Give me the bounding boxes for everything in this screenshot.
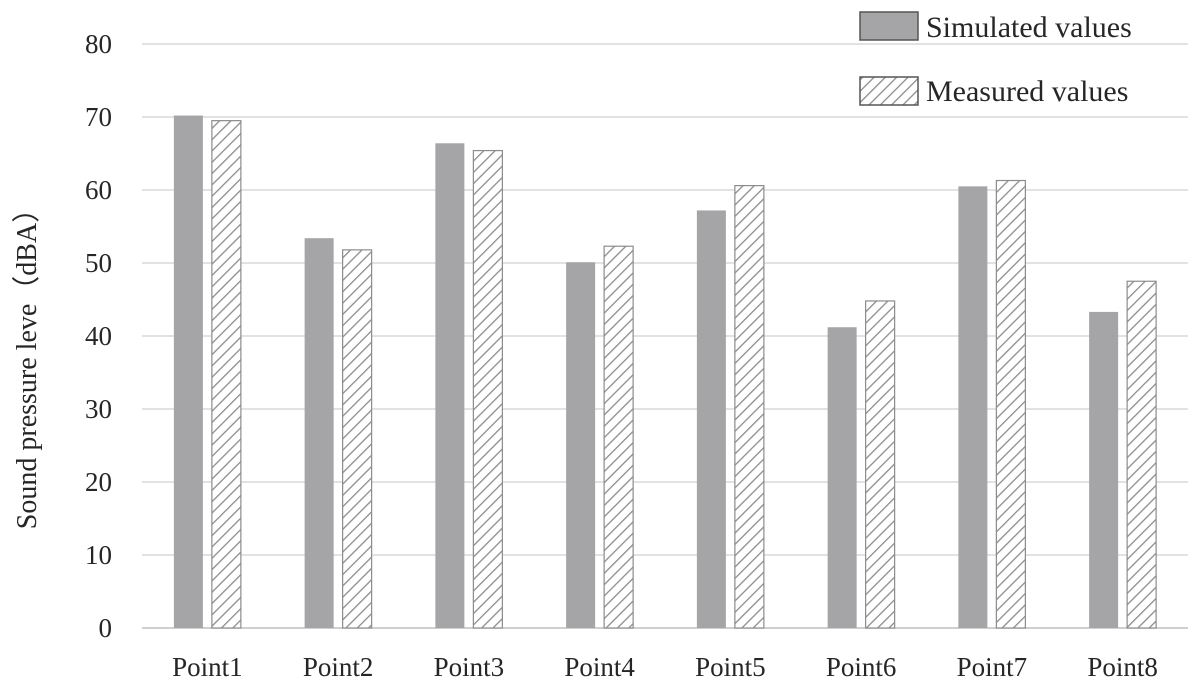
legend: Simulated values Measured values — [859, 11, 1132, 108]
bar-measured-point8 — [1126, 280, 1157, 629]
y-tick-label-80: 80 — [85, 29, 112, 59]
x-axis-categories: Point1 Point2 Point3 Point4 Point5 Point6 Poin… — [172, 652, 1158, 682]
bar-simulated-point2 — [304, 238, 334, 628]
bar-simulated-point8 — [1089, 311, 1119, 628]
bar-simulated-point1 — [173, 115, 203, 629]
bar-simulated-point5 — [696, 210, 726, 628]
legend-label-simulated: Simulated values — [926, 11, 1132, 44]
legend-swatch-simulated — [859, 11, 919, 41]
legend-swatch-measured — [859, 76, 919, 106]
x-tick-label-point2: Point2 — [303, 652, 374, 682]
bar-simulated-point7 — [958, 186, 988, 628]
bar-simulated-point3 — [435, 143, 465, 628]
bar-measured-point1 — [211, 120, 242, 629]
y-tick-label-40: 40 — [85, 321, 112, 351]
bar-simulated-point4 — [566, 262, 596, 628]
bar-simulated-point6 — [827, 327, 857, 628]
y-axis-title: Sound pressure leve（dBA） — [11, 195, 43, 529]
bar-measured-point3 — [472, 149, 503, 629]
bar-measured-point4 — [603, 245, 634, 629]
gridlines — [142, 43, 1188, 629]
x-tick-label-point4: Point4 — [564, 652, 635, 682]
y-tick-label-10: 10 — [85, 540, 112, 570]
y-tick-label-30: 30 — [85, 394, 112, 424]
x-tick-label-point6: Point6 — [826, 652, 897, 682]
y-tick-label-50: 50 — [85, 248, 112, 278]
x-tick-label-point5: Point5 — [695, 652, 766, 682]
y-tick-label-70: 70 — [85, 102, 112, 132]
y-tick-label-60: 60 — [85, 175, 112, 205]
bar-measured-point7 — [995, 179, 1026, 629]
y-tick-label-20: 20 — [85, 467, 112, 497]
bars — [173, 115, 1157, 629]
x-tick-label-point1: Point1 — [172, 652, 243, 682]
x-tick-label-point7: Point7 — [957, 652, 1028, 682]
bar-measured-point5 — [734, 185, 765, 629]
y-tick-label-0: 0 — [99, 613, 113, 643]
x-tick-label-point8: Point8 — [1087, 652, 1158, 682]
bar-measured-point6 — [865, 300, 896, 629]
bar-measured-point2 — [342, 249, 373, 629]
x-tick-label-point3: Point3 — [434, 652, 505, 682]
y-axis-ticks: 0 10 20 30 40 50 60 70 80 — [85, 29, 112, 643]
legend-label-measured: Measured values — [926, 75, 1128, 108]
